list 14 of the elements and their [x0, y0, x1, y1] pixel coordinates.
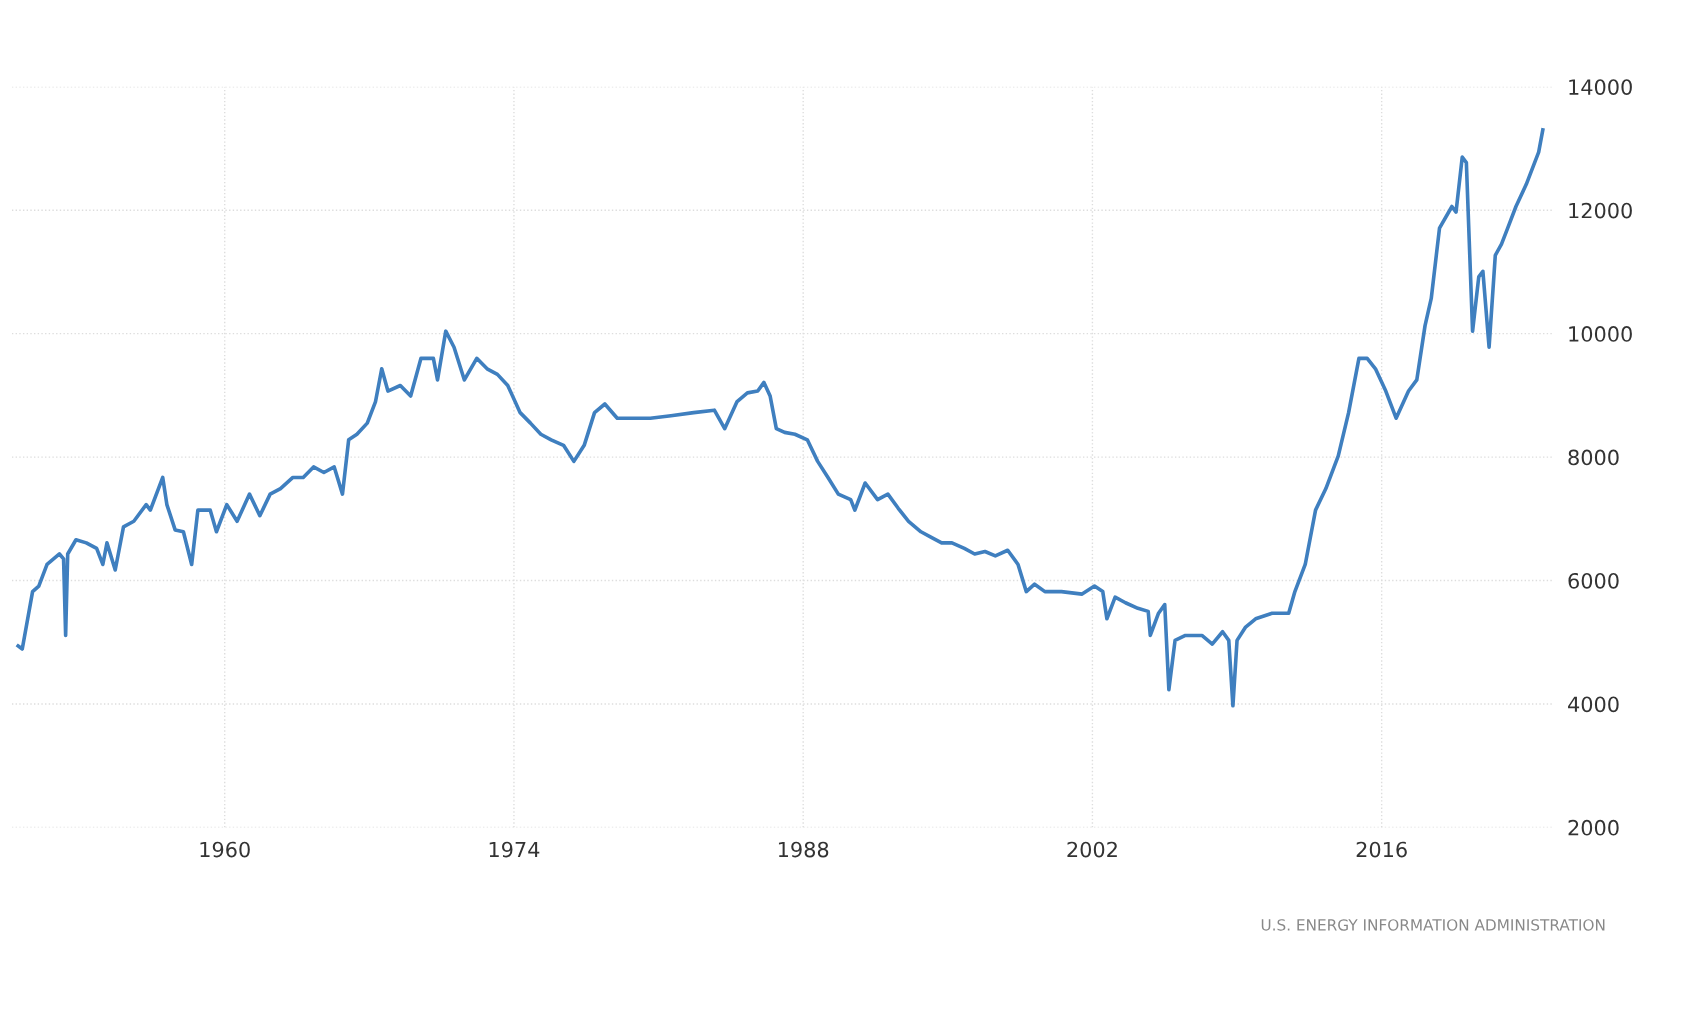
- line-series: [16, 128, 1545, 708]
- y-tick-label: 2000: [1568, 819, 1619, 836]
- y-tick-label: 14000: [1569, 79, 1632, 95]
- x-tick-label: 1974: [489, 841, 540, 858]
- x-tick-label: 2016: [1356, 841, 1407, 858]
- x-tick-label: 1988: [778, 841, 829, 858]
- y-tick-label: 4000: [1568, 696, 1619, 713]
- y-tick-label: 8000: [1568, 449, 1619, 466]
- x-tick-label: 1960: [200, 841, 250, 858]
- y-tick-label: 10000: [1569, 326, 1632, 342]
- text: U.S. ENERGY INFORMATION ADMINISTRATION: [1261, 919, 1605, 931]
- x-tick-label: 2002: [1067, 841, 1117, 858]
- y-tick-label: 6000: [1568, 572, 1619, 589]
- y-tick-label: 12000: [1569, 202, 1632, 219]
